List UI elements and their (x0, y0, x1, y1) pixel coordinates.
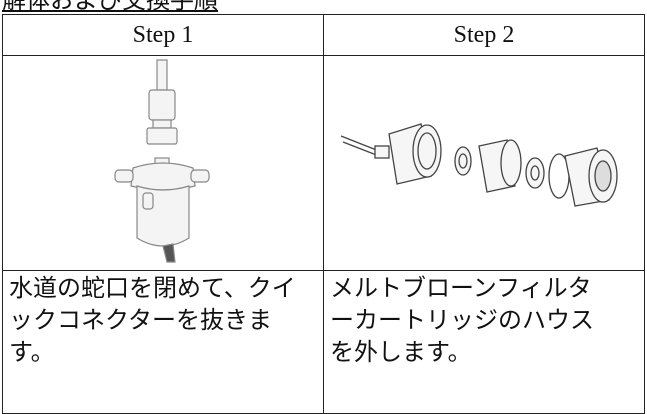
steps-table: Step 1 Step 2 (2, 14, 645, 414)
text-row: 水道の蛇口を閉めて、クイックコネクターを抜きます。 メルトブローンフィルターカー… (2, 270, 645, 414)
image-row (2, 55, 645, 271)
header-row: Step 1 Step 2 (2, 14, 645, 56)
image-cell (2, 55, 324, 271)
illustration-connector (114, 59, 210, 263)
title: 解体および交換手順 (2, 0, 218, 14)
image-cell (323, 55, 645, 271)
step-text: 水道の蛇口を閉めて、クイックコネクターを抜きます。 (2, 270, 324, 414)
column-header: Step 1 (2, 14, 324, 56)
column-header: Step 2 (323, 14, 645, 56)
step-text: メルトブローンフィルターカートリッジのハウスを外します。 (323, 270, 645, 414)
illustration-cartridge-parts (340, 122, 618, 207)
